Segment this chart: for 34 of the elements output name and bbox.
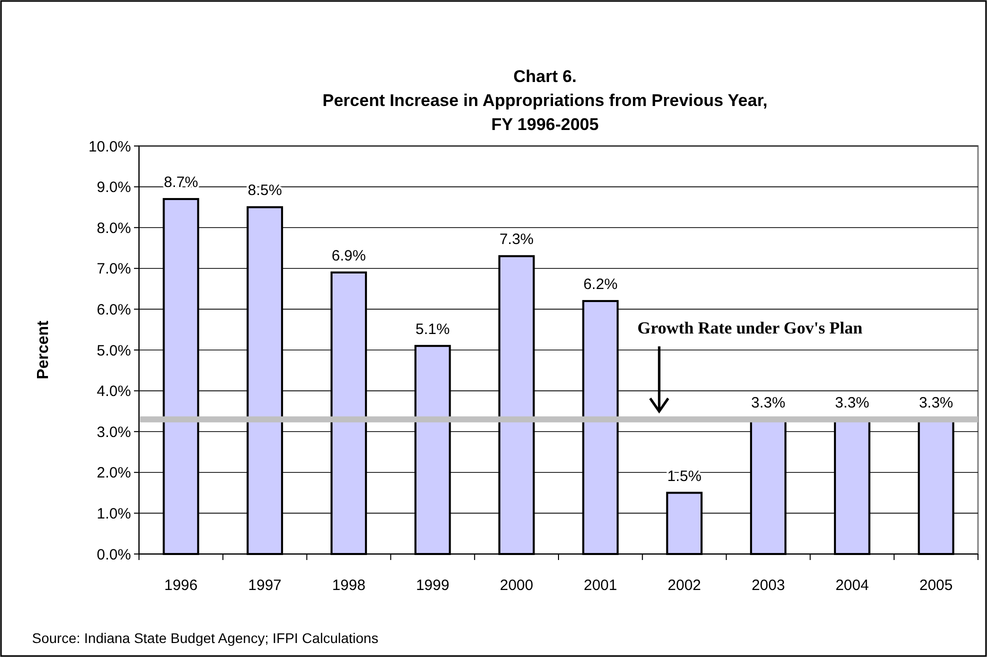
data-label: 5.1% <box>416 320 450 338</box>
y-tick-label: 9.0% <box>96 179 131 196</box>
data-label: 1.5% <box>667 468 702 485</box>
y-tick-label: 7.0% <box>96 260 131 278</box>
x-tick-label: 2003 <box>752 577 785 594</box>
ref-line-label: Growth Rate under Gov's Plan <box>637 318 864 338</box>
x-tick-label: 2005 <box>919 577 953 594</box>
data-label: 6.9% <box>332 247 366 264</box>
source-note: Source: Indiana State Budget Agency; IFPI Calculations <box>32 630 378 646</box>
x-tick-label: 2002 <box>668 577 702 594</box>
data-label: 8.5% <box>248 182 282 200</box>
y-tick-label: 1.0% <box>96 505 131 522</box>
x-tick-label: 2001 <box>584 577 618 594</box>
x-tick-label: 2004 <box>835 577 869 594</box>
y-tick-label: 2.0% <box>96 464 131 482</box>
x-tick-label: 2000 <box>500 577 534 594</box>
data-label: 3.3% <box>918 394 954 412</box>
data-label: 3.3% <box>835 394 870 412</box>
x-tick-label: 1998 <box>332 577 366 594</box>
data-label: 3.3% <box>751 394 786 412</box>
data-label: 6.2% <box>583 276 618 294</box>
x-tick-label: 1999 <box>416 577 450 594</box>
y-axis-title: Percent <box>35 320 52 380</box>
y-tick-label: 5.0% <box>96 342 131 360</box>
y-tick-label: 8.0% <box>96 220 131 237</box>
x-tick-label: 1996 <box>164 577 198 594</box>
chart-title: Chart 6. Percent Increase in Appropriations from Previous Year, FY 1996-2005 <box>322 67 768 134</box>
y-tick-label: 10.0% <box>88 138 131 156</box>
y-tick-label: 0.0% <box>96 546 131 564</box>
y-tick-label: 3.0% <box>96 424 131 441</box>
data-label: 7.3% <box>499 231 534 248</box>
y-tick-label: 6.0% <box>96 301 131 318</box>
x-tick-label: 1997 <box>248 577 282 594</box>
y-tick-label: 4.0% <box>96 383 131 400</box>
